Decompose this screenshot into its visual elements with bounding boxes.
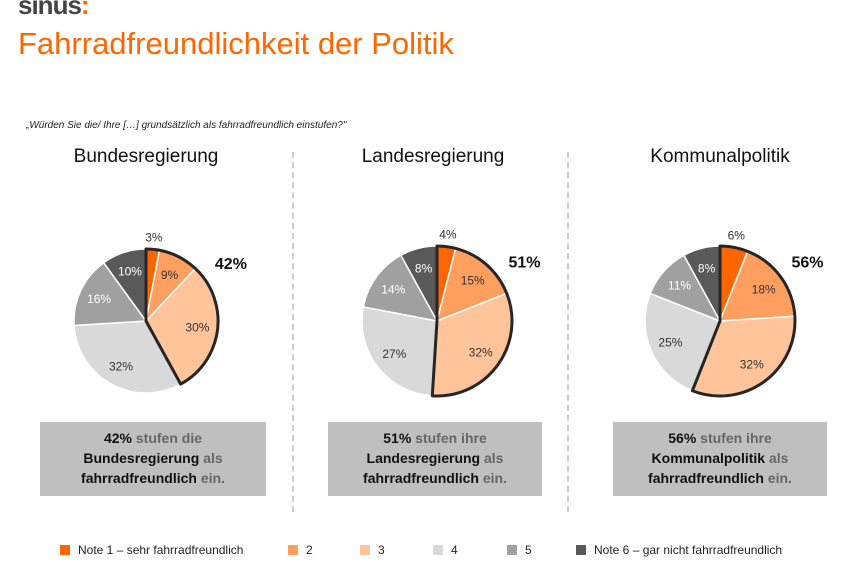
highlight-label: 42%	[215, 256, 247, 273]
pie-title: Bundesregierung	[73, 146, 219, 167]
highlight-outline	[430, 244, 514, 398]
slice-label: 3%	[145, 230, 163, 244]
slice-label: 11%	[668, 278, 691, 292]
page-title: Fahrradfreundlichkeit der Politik	[18, 26, 454, 61]
slice-label: 16%	[87, 292, 111, 306]
legend-item: 2	[288, 543, 313, 557]
divider	[292, 152, 294, 512]
slice-label: 27%	[382, 347, 406, 361]
pie-slice	[361, 306, 438, 397]
slice-label: 32%	[469, 346, 493, 360]
highlight-outline	[690, 244, 797, 398]
question: „Würden Sie die/ Ihre […] grundsätzlich …	[26, 120, 347, 131]
highlight-outline	[144, 247, 220, 386]
slice-label: 32%	[109, 359, 133, 373]
slice-label: 6%	[728, 229, 746, 243]
highlight-label: 51%	[508, 255, 540, 272]
logo: sinus:	[18, 0, 90, 20]
highlight-label: 56%	[791, 255, 823, 272]
slice-label: 8%	[698, 262, 716, 276]
pie-title: Kommunalpolitik	[650, 146, 790, 167]
slice-label: 18%	[752, 282, 776, 296]
slice-label: 15%	[461, 273, 485, 287]
pie-slice	[73, 261, 148, 327]
slice-label: 32%	[740, 358, 764, 372]
slice-label: 10%	[118, 265, 142, 279]
legend-item: 4	[433, 543, 458, 557]
slice-label: 25%	[658, 335, 682, 349]
slice-label: 14%	[381, 282, 405, 296]
summary-box: 42% stufen die Bundesregierung als fahrr…	[40, 422, 266, 496]
slice-label: 30%	[185, 320, 209, 334]
legend-item: Note 1 – sehr fahrradfreundlich	[60, 543, 243, 557]
summary-box: 51% stufen ihre Landesregierung als fahr…	[328, 422, 542, 496]
pie-slice	[73, 320, 182, 394]
legend-item: 3	[360, 543, 385, 557]
pie-title: Landesregierung	[361, 146, 505, 167]
slice-label: 8%	[415, 262, 433, 276]
pie-slice	[362, 254, 439, 323]
slice-label: 9%	[161, 268, 179, 282]
slice-label: 4%	[439, 228, 457, 242]
legend-item: 5	[507, 543, 532, 557]
legend-item: Note 6 – gar nicht fahrradfreundlich	[576, 543, 782, 557]
summary-box: 56% stufen ihre Kommunalpolitik als fahr…	[613, 422, 827, 496]
divider	[567, 152, 569, 512]
